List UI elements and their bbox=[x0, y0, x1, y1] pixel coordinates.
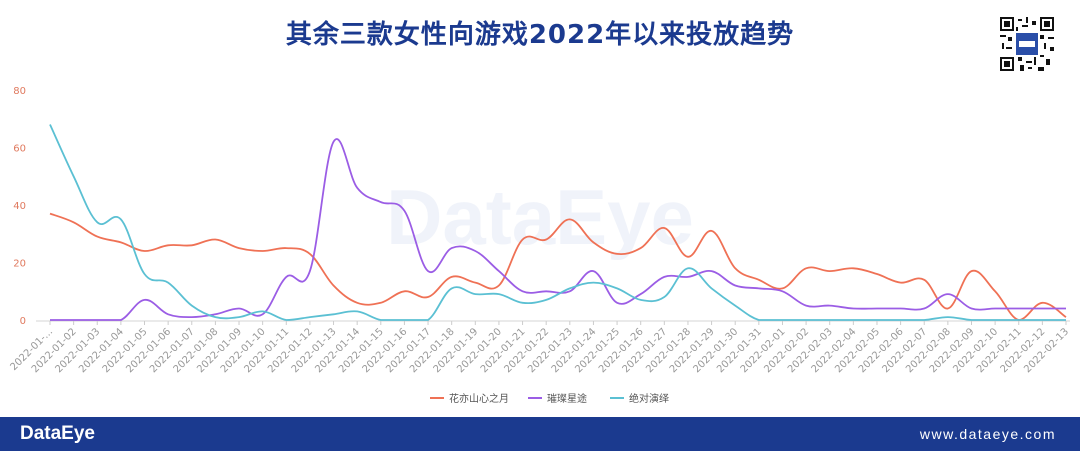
qr-code-icon bbox=[1000, 17, 1054, 71]
series-line-2 bbox=[49, 124, 1066, 321]
series-lines bbox=[49, 124, 1067, 321]
legend[interactable]: 花亦山心之月 璀璨星途 绝对演绎 bbox=[430, 392, 669, 405]
series-line-1 bbox=[49, 138, 1066, 321]
series-line-0 bbox=[49, 212, 1067, 321]
y-tick-label: 60 bbox=[13, 144, 26, 155]
y-tick-label: 80 bbox=[13, 86, 26, 97]
chart-title: 其余三款女性向游戏2022年以来投放趋势 bbox=[285, 20, 795, 50]
legend-label-2[interactable]: 绝对演绎 bbox=[629, 392, 669, 405]
legend-label-0[interactable]: 花亦山心之月 bbox=[449, 392, 509, 405]
chart-area: DataEye 0 20 40 60 80 2022-01-...2022-01-022… bbox=[8, 86, 1071, 405]
footer-bar: DataEye www.dataeye.com bbox=[0, 417, 1080, 451]
x-axis: 2022-01-...2022-01-022022-01-032022-01-0… bbox=[8, 320, 1071, 375]
footer-brand-logo: DataEye bbox=[20, 423, 95, 444]
y-axis: 0 20 40 60 80 bbox=[13, 86, 26, 327]
y-tick-label: 20 bbox=[13, 259, 26, 270]
y-tick-label: 40 bbox=[13, 201, 26, 212]
legend-label-1[interactable]: 璀璨星途 bbox=[547, 392, 587, 405]
y-tick-label: 0 bbox=[20, 316, 26, 327]
footer-url[interactable]: www.dataeye.com bbox=[919, 426, 1056, 442]
watermark-text: DataEye bbox=[386, 173, 694, 261]
